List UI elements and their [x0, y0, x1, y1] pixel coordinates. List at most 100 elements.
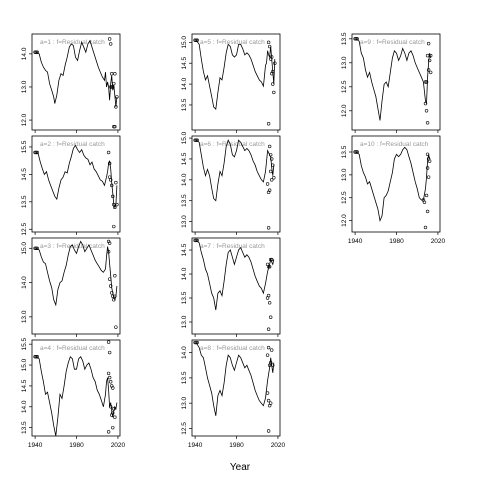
data-point [108, 178, 113, 182]
y-tick-label: 14.0 [21, 276, 28, 289]
x-tick-label: 1940 [348, 238, 363, 245]
x-tick-label: 1940 [188, 442, 203, 449]
y-tick-label: 15.5 [21, 140, 28, 153]
data-point [268, 361, 273, 365]
panel-frame [191, 237, 281, 335]
data-point [195, 340, 199, 345]
data-point [110, 72, 114, 76]
data-point [354, 37, 358, 41]
y-tick-label: 12.0 [21, 113, 28, 126]
data-point [355, 150, 359, 154]
y-tick-label: 14.5 [181, 243, 188, 256]
x-tick-label: 2020 [111, 442, 126, 449]
data-point [194, 38, 198, 42]
data-point [114, 325, 118, 329]
panel-1: a=1 : f=Residual catch 12.0 13.0 14.0 [21, 33, 121, 133]
panel-8: a=8 : f=Residual catch 12.5 13.0 13.5 14.0 19… [181, 339, 286, 449]
x-tick-label: 1980 [69, 442, 84, 449]
data-point [194, 138, 198, 142]
y-tick-label: 14.0 [21, 400, 28, 413]
data-point [108, 42, 113, 46]
data-point [266, 345, 271, 350]
data-point [111, 294, 115, 298]
data-point [194, 340, 198, 345]
data-point [106, 340, 111, 344]
data-point [193, 238, 197, 243]
panel-frame [191, 33, 281, 131]
data-point [267, 188, 272, 192]
y-tick-label: 15.0 [21, 242, 28, 255]
y-tick-label: 12.0 [341, 214, 348, 227]
data-point [266, 226, 271, 230]
data-point [34, 246, 38, 250]
data-point [273, 61, 277, 65]
data-point [268, 257, 273, 262]
series-line [195, 40, 276, 110]
panel-label: a=8 : f=Residual catch [200, 345, 265, 352]
data-point [33, 150, 37, 155]
series-line [355, 38, 432, 121]
data-point [266, 327, 271, 331]
data-point [271, 163, 275, 167]
data-point [113, 415, 117, 419]
panel-frame [351, 33, 441, 131]
data-point [113, 205, 117, 210]
y-tick-label: 14.5 [21, 379, 28, 392]
panel-label: a=3 : f=Residual catch [40, 243, 105, 250]
data-point [33, 50, 37, 54]
data-point [266, 293, 271, 298]
data-point [425, 209, 430, 214]
series-line [195, 342, 275, 416]
y-tick-label: 14.5 [181, 152, 188, 165]
panel-label: a=4 : f=Residual catch [40, 345, 105, 352]
panel-frame [31, 135, 121, 233]
data-point [110, 183, 114, 188]
x-tick-label: 2020 [431, 238, 446, 245]
data-point [195, 38, 199, 42]
data-point [106, 250, 111, 254]
data-point [272, 90, 276, 95]
series-line [35, 39, 118, 107]
data-point [113, 124, 117, 129]
x-tick-label: 1980 [389, 238, 404, 245]
panel-5: a=5 : f=Residual catch 13.5 14.0 14.5 15.0 [181, 33, 281, 133]
data-point [106, 239, 111, 244]
data-point [107, 37, 112, 41]
data-point [113, 72, 117, 76]
data-point [106, 430, 111, 434]
panel-label: a=10 : f=Residual catch [360, 141, 429, 148]
x-tick-label: 2020 [271, 442, 286, 449]
panel-2: a=2 : f=Residual catch 12.5 13.5 14.5 15.5 [21, 135, 121, 236]
data-point [113, 274, 117, 278]
panel-frame [191, 135, 281, 233]
data-point [112, 298, 116, 302]
data-point [423, 80, 428, 84]
data-point [35, 246, 39, 250]
data-point [427, 58, 432, 63]
data-point [111, 425, 115, 430]
data-point [112, 81, 116, 86]
data-point [270, 257, 274, 262]
y-tick-label: 15.0 [181, 36, 188, 49]
data-point [425, 53, 430, 58]
data-point [266, 122, 271, 126]
data-point [107, 241, 112, 245]
data-point [268, 315, 273, 319]
data-point [425, 121, 430, 125]
data-point [271, 363, 275, 367]
data-point [424, 193, 429, 198]
data-point [35, 150, 39, 155]
data-point [271, 82, 275, 86]
y-tick-label: 13.5 [181, 98, 188, 111]
data-point [112, 124, 116, 129]
data-point [108, 85, 113, 89]
y-tick-label: 13.5 [21, 421, 28, 434]
data-point [114, 180, 118, 185]
y-tick-label: 13.0 [21, 310, 28, 323]
data-point [353, 150, 357, 154]
data-point [424, 109, 429, 113]
data-point [427, 159, 432, 163]
y-tick-label: 13.5 [341, 145, 348, 158]
y-tick-label: 15.5 [21, 337, 28, 350]
data-point [108, 284, 113, 288]
